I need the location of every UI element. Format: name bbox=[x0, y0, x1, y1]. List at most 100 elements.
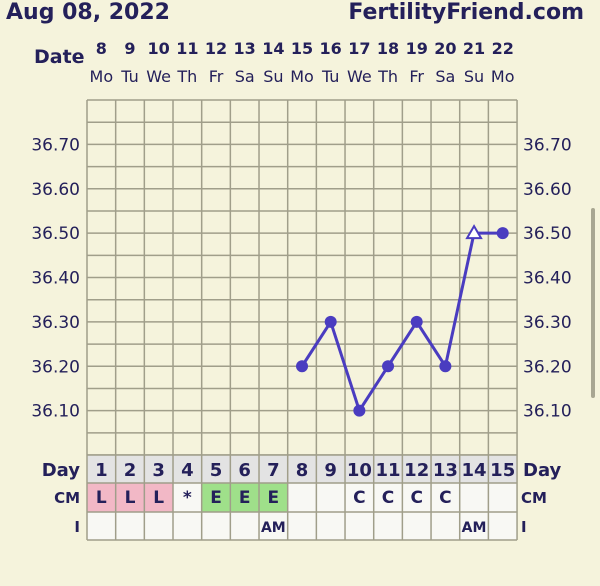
row-cell-value: C bbox=[439, 488, 451, 508]
row-cell-i bbox=[373, 512, 403, 540]
row-label-right-i: I bbox=[521, 518, 527, 536]
day-row-bg bbox=[87, 455, 518, 483]
row-cell-value: C bbox=[410, 488, 422, 508]
day-label-right: Day bbox=[523, 460, 562, 481]
row-cell-value: AM bbox=[462, 520, 487, 536]
row-cell-cm bbox=[115, 483, 145, 512]
y-tick-label-left: 36.10 bbox=[31, 402, 80, 422]
row-cell-cm bbox=[287, 483, 317, 512]
day-number: 6 bbox=[238, 460, 251, 481]
row-cell-i bbox=[87, 512, 116, 540]
date-number: 22 bbox=[491, 39, 514, 58]
temperature-point bbox=[439, 360, 452, 373]
row-cell-value: E bbox=[268, 488, 280, 508]
date-number: 9 bbox=[124, 39, 136, 58]
row-cell-i bbox=[287, 512, 317, 540]
site-name: FertilityFriend.com bbox=[348, 0, 584, 25]
temperature-point bbox=[410, 315, 423, 328]
date-number: 17 bbox=[348, 39, 371, 58]
y-tick-label-left: 36.40 bbox=[31, 269, 80, 289]
row-cell-i bbox=[316, 512, 346, 540]
date-number: 10 bbox=[147, 39, 170, 58]
date-number: 18 bbox=[376, 39, 400, 58]
date-number: 8 bbox=[95, 39, 107, 58]
row-cell-cm bbox=[459, 483, 489, 512]
date-number: 12 bbox=[204, 39, 228, 58]
temperature-line bbox=[300, 231, 503, 415]
temperature-point bbox=[296, 360, 309, 373]
day-number: 12 bbox=[404, 460, 429, 481]
day-number: 13 bbox=[433, 460, 458, 481]
day-number: 14 bbox=[462, 460, 487, 481]
date-number: 19 bbox=[405, 39, 428, 58]
day-number: 11 bbox=[376, 460, 401, 481]
date-label: Date bbox=[34, 46, 85, 68]
y-tick-label-right: 36.20 bbox=[523, 357, 572, 377]
temperature-point bbox=[353, 404, 366, 417]
temperature-point bbox=[324, 315, 337, 328]
weekday-label: Fr bbox=[208, 67, 224, 86]
row-cell-i bbox=[459, 512, 489, 540]
row-cell-cm bbox=[230, 483, 260, 512]
date-number: 14 bbox=[262, 39, 285, 58]
weekday-label: Su bbox=[263, 67, 284, 86]
weekday-label: Mo bbox=[290, 67, 314, 86]
row-cell-cm bbox=[173, 483, 202, 512]
row-cell-i bbox=[230, 512, 260, 540]
row-cell-value: E bbox=[210, 488, 222, 508]
row-cell-cm bbox=[373, 483, 403, 512]
date-number: 16 bbox=[319, 39, 342, 58]
row-cell-cm bbox=[259, 483, 288, 512]
row-cell-i bbox=[173, 512, 202, 540]
y-tick-label-right: 36.60 bbox=[523, 180, 572, 200]
row-cell-value: L bbox=[153, 488, 164, 508]
row-label-left-i: I bbox=[74, 518, 80, 536]
row-cell-value: C bbox=[382, 488, 394, 508]
date-number: 11 bbox=[176, 39, 199, 58]
day-number: 5 bbox=[210, 460, 223, 481]
temperature-point bbox=[496, 227, 509, 240]
day-number: 2 bbox=[124, 460, 137, 481]
day-number: 1 bbox=[95, 460, 108, 481]
row-cell-cm bbox=[345, 483, 374, 512]
weekday-label: Th bbox=[177, 67, 198, 86]
row-cell-i bbox=[488, 512, 518, 540]
weekday-label: Th bbox=[378, 67, 398, 86]
scrollbar[interactable] bbox=[591, 208, 595, 398]
row-cell-cm bbox=[144, 483, 174, 512]
row-cell-i bbox=[115, 512, 145, 540]
row-cell-cm bbox=[201, 483, 231, 512]
row-cell-value: L bbox=[125, 488, 136, 508]
row-label-right-cm: CM bbox=[521, 489, 547, 507]
day-number: 15 bbox=[490, 460, 515, 481]
row-cell-cm bbox=[488, 483, 518, 512]
weekday-label: Tu bbox=[121, 67, 139, 86]
y-tick-label-left: 36.70 bbox=[31, 135, 80, 155]
row-cell-value: L bbox=[96, 488, 107, 508]
row-cell-i bbox=[402, 512, 432, 540]
date-number: 20 bbox=[434, 39, 457, 58]
temperature-point-open bbox=[465, 224, 483, 240]
row-cell-cm bbox=[87, 483, 116, 512]
date-number: 21 bbox=[462, 39, 486, 58]
row-cell-value: E bbox=[239, 488, 251, 508]
row-cell-i bbox=[345, 512, 374, 540]
weekday-label: Mo bbox=[490, 67, 515, 86]
day-number: 7 bbox=[267, 460, 280, 481]
row-cell-value: C bbox=[353, 488, 365, 508]
row-cell-cm bbox=[431, 483, 460, 512]
y-tick-label-left: 36.60 bbox=[31, 180, 80, 200]
day-number: 8 bbox=[296, 460, 309, 481]
weekday-label: Mo bbox=[89, 67, 114, 86]
y-tick-label-right: 36.40 bbox=[523, 269, 572, 289]
day-label-left: Day bbox=[42, 460, 81, 481]
row-cell-i bbox=[144, 512, 174, 540]
row-cell-i bbox=[431, 512, 460, 540]
weekday-label: Tu bbox=[321, 67, 340, 86]
y-tick-label-right: 36.10 bbox=[523, 402, 572, 422]
y-tick-label-left: 36.30 bbox=[31, 313, 80, 333]
day-number: 3 bbox=[152, 460, 165, 481]
y-tick-label-right: 36.50 bbox=[523, 224, 572, 244]
day-number: 10 bbox=[347, 460, 372, 481]
